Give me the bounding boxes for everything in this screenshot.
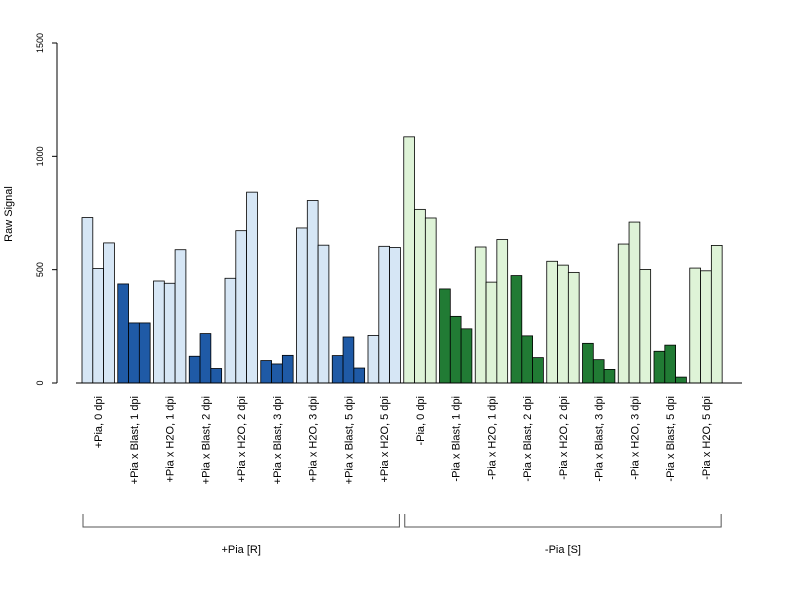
bar bbox=[603, 368, 616, 384]
bar bbox=[199, 333, 212, 384]
category-label: +Pia x H2O, 1 dpi bbox=[165, 396, 177, 483]
category-label: -Pia x H2O, 2 dpi bbox=[558, 396, 570, 480]
group-bracket bbox=[82, 514, 400, 528]
bar bbox=[439, 288, 451, 384]
bar bbox=[317, 244, 330, 384]
bar bbox=[342, 336, 355, 384]
bar bbox=[700, 270, 712, 384]
bar bbox=[628, 221, 641, 384]
bar bbox=[403, 136, 415, 384]
bar bbox=[474, 246, 487, 384]
bar bbox=[92, 268, 105, 384]
bar bbox=[353, 367, 366, 384]
bar bbox=[271, 363, 283, 384]
bar bbox=[163, 282, 176, 384]
y-tick-label: 1500 bbox=[35, 33, 45, 53]
bar bbox=[546, 260, 558, 384]
bar bbox=[188, 355, 201, 384]
bar bbox=[592, 359, 605, 384]
bar bbox=[485, 281, 498, 384]
bar bbox=[460, 328, 473, 384]
bar bbox=[653, 350, 666, 384]
category-label: -Pia x H2O, 1 dpi bbox=[486, 396, 498, 480]
bar bbox=[81, 217, 94, 384]
bar bbox=[567, 271, 580, 384]
bar bbox=[210, 368, 223, 384]
group-label: +Pia [R] bbox=[221, 544, 260, 556]
y-axis: 0 500 1000 1500 bbox=[35, 33, 58, 386]
category-label: +Pia x H2O, 2 dpi bbox=[236, 396, 248, 483]
bar bbox=[281, 354, 294, 384]
bar bbox=[260, 360, 272, 384]
bar bbox=[117, 283, 129, 384]
y-tick-label: 0 bbox=[35, 380, 45, 385]
bar bbox=[378, 245, 390, 384]
bar bbox=[424, 217, 437, 384]
group-bracket bbox=[404, 514, 722, 528]
bar bbox=[224, 277, 237, 384]
bar bbox=[496, 239, 509, 384]
bar bbox=[582, 342, 594, 384]
bars bbox=[81, 136, 723, 384]
bar bbox=[367, 334, 380, 384]
y-tick-label: 1000 bbox=[35, 146, 45, 166]
bar bbox=[235, 230, 248, 384]
bar bbox=[675, 376, 687, 384]
bar bbox=[128, 322, 140, 384]
category-label: +Pia x Blast, 2 dpi bbox=[200, 396, 212, 484]
bar bbox=[174, 249, 187, 384]
bar bbox=[138, 322, 151, 384]
bar bbox=[246, 191, 258, 384]
bar bbox=[689, 267, 701, 384]
category-label: -Pia x Blast, 3 dpi bbox=[594, 396, 606, 482]
bar bbox=[331, 355, 344, 384]
bar bbox=[449, 315, 462, 384]
category-labels: +Pia, 0 dpi +Pia x Blast, 1 dpi +Pia x H2O… bbox=[93, 396, 713, 484]
category-label: -Pia x H2O, 3 dpi bbox=[629, 396, 641, 480]
bar bbox=[414, 208, 426, 384]
category-label: -Pia x Blast, 2 dpi bbox=[522, 396, 534, 482]
category-label: +Pia x H2O, 3 dpi bbox=[308, 396, 320, 483]
bar bbox=[521, 335, 533, 384]
bar bbox=[617, 243, 630, 384]
group-brackets: +Pia [R] -Pia [S] bbox=[82, 514, 722, 556]
bar bbox=[389, 247, 401, 384]
category-label: +Pia, 0 dpi bbox=[93, 396, 105, 448]
bar bbox=[710, 245, 723, 384]
category-label: -Pia x Blast, 5 dpi bbox=[665, 396, 677, 482]
category-label: -Pia x H2O, 5 dpi bbox=[701, 396, 713, 480]
y-axis-title: Raw Signal bbox=[3, 186, 15, 242]
bar bbox=[532, 357, 544, 384]
bar bbox=[296, 227, 308, 384]
bar bbox=[306, 200, 319, 384]
category-label: +Pia x Blast, 1 dpi bbox=[129, 396, 141, 484]
category-label: -Pia x Blast, 1 dpi bbox=[451, 396, 463, 482]
bar bbox=[153, 280, 165, 384]
category-label: +Pia x Blast, 3 dpi bbox=[272, 396, 284, 484]
y-tick-label: 500 bbox=[35, 262, 45, 277]
category-label: -Pia, 0 dpi bbox=[415, 396, 427, 446]
group-label: -Pia [S] bbox=[545, 544, 581, 556]
category-label: +Pia x Blast, 5 dpi bbox=[343, 396, 355, 484]
bar bbox=[103, 242, 115, 384]
bar bbox=[557, 264, 569, 384]
bar bbox=[510, 275, 523, 384]
bar bbox=[639, 269, 652, 384]
bar bbox=[664, 344, 676, 384]
category-label: +Pia x H2O, 5 dpi bbox=[379, 396, 391, 483]
